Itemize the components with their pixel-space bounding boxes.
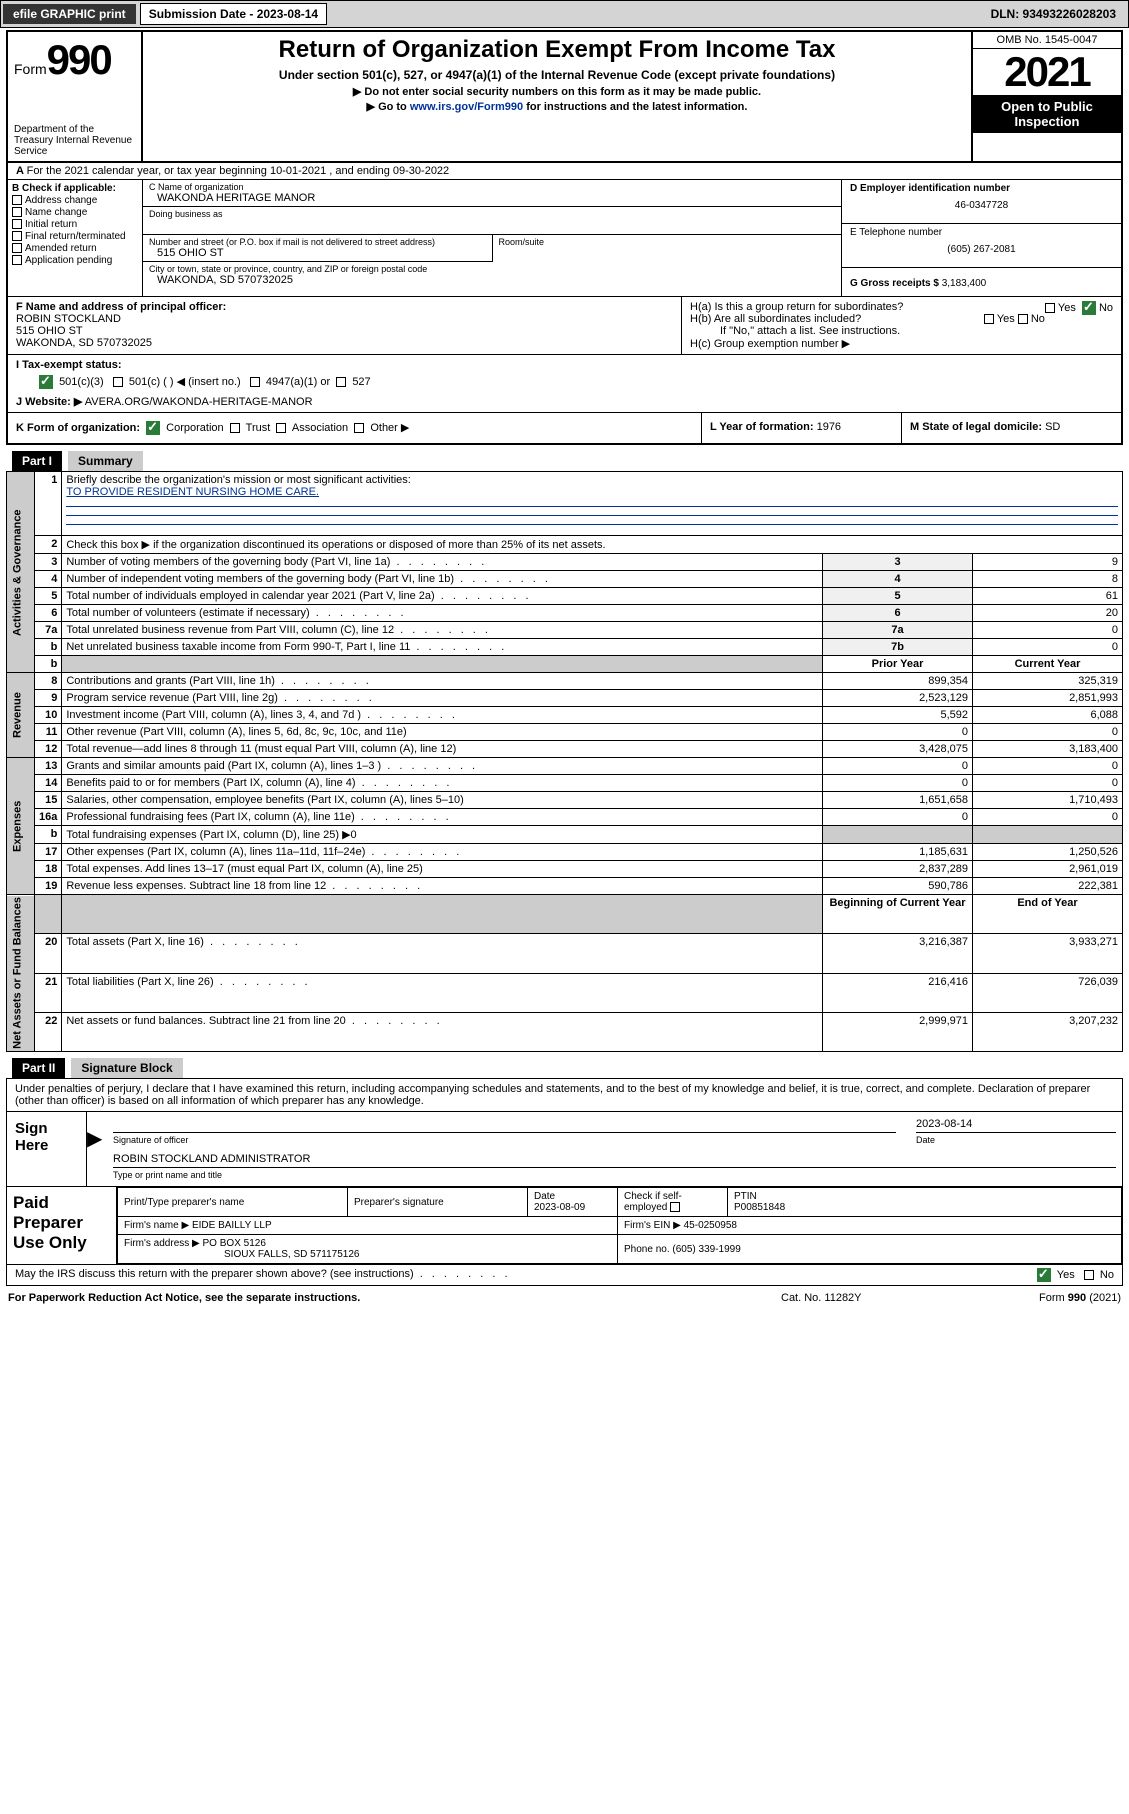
submission-date: Submission Date - 2023-08-14 <box>140 3 327 25</box>
side-governance: Activities & Governance <box>7 472 35 673</box>
state-domicile: SD <box>1045 421 1060 433</box>
h-a: H(a) Is this a group return for subordin… <box>690 301 1113 313</box>
mission: TO PROVIDE RESIDENT NURSING HOME CARE. <box>66 486 319 498</box>
open-inspection: Open to Public Inspection <box>973 95 1121 133</box>
col-b-checkboxes: B Check if applicable: Address change Na… <box>8 180 143 296</box>
part1-hdr: Part I <box>12 451 62 471</box>
side-revenue: Revenue <box>7 673 35 758</box>
org-name: WAKONDA HERITAGE MANOR <box>149 192 835 204</box>
chk-name[interactable]: Name change <box>12 207 138 218</box>
goto-note: ▶ Go to www.irs.gov/Form990 for instruct… <box>153 100 961 113</box>
ptin: P00851848 <box>734 1202 785 1213</box>
officer-name: ROBIN STOCKLAND <box>16 313 121 325</box>
signature-arrow-icon: ▶ <box>87 1126 102 1151</box>
officer-sig-name: ROBIN STOCKLAND ADMINISTRATOR <box>113 1153 1116 1165</box>
irs-link[interactable]: www.irs.gov/Form990 <box>410 101 523 113</box>
dept-label: Department of the Treasury Internal Reve… <box>14 124 135 157</box>
501c3-checked <box>39 375 53 389</box>
page-footer: For Paperwork Reduction Act Notice, see … <box>6 1288 1123 1308</box>
part1-title: Summary <box>68 451 143 471</box>
may-yes-checked <box>1037 1268 1051 1282</box>
col-d: D Employer identification number46-03477… <box>841 180 1121 296</box>
row-fh: F Name and address of principal officer:… <box>6 297 1123 355</box>
form-title: Return of Organization Exempt From Incom… <box>153 36 961 64</box>
ssn-note: ▶ Do not enter social security numbers o… <box>153 85 961 98</box>
year-formation: 1976 <box>817 421 841 433</box>
top-bar: efile GRAPHIC print Submission Date - 20… <box>0 0 1129 28</box>
chk-final[interactable]: Final return/terminated <box>12 231 138 242</box>
corp-checked <box>146 421 160 435</box>
col-c: C Name of organizationWAKONDA HERITAGE M… <box>143 180 841 296</box>
row-a: A For the 2021 calendar year, or tax yea… <box>6 163 1123 180</box>
chk-address[interactable]: Address change <box>12 195 138 206</box>
preparer-phone: (605) 339-1999 <box>672 1244 740 1255</box>
street-address: 515 OHIO ST <box>149 247 486 259</box>
efile-button[interactable]: efile GRAPHIC print <box>3 4 136 24</box>
summary-table: Activities & Governance 1 Briefly descri… <box>6 471 1123 1052</box>
row-klm: K Form of organization: Corporation Trus… <box>6 413 1123 445</box>
dln: DLN: 93493226028203 <box>991 7 1122 21</box>
form-header: Form990 Department of the Treasury Inter… <box>6 30 1123 163</box>
row-ij: I Tax-exempt status: 501(c)(3) 501(c) ( … <box>6 355 1123 413</box>
part2-hdr: Part II <box>12 1058 65 1078</box>
form-subtitle: Under section 501(c), 527, or 4947(a)(1)… <box>153 68 961 82</box>
side-expenses: Expenses <box>7 758 35 895</box>
side-netassets: Net Assets or Fund Balances <box>7 895 35 1052</box>
chk-initial[interactable]: Initial return <box>12 219 138 230</box>
section-bcd: B Check if applicable: Address change Na… <box>6 180 1123 297</box>
paid-preparer: Paid Preparer Use Only Print/Type prepar… <box>6 1187 1123 1265</box>
ha-no-checked <box>1082 301 1096 315</box>
city-state-zip: WAKONDA, SD 570732025 <box>149 274 835 286</box>
may-discuss-row: May the IRS discuss this return with the… <box>6 1265 1123 1286</box>
firm-ein: 45-0250958 <box>684 1220 737 1231</box>
omb-number: OMB No. 1545-0047 <box>973 32 1121 49</box>
declaration-text: Under penalties of perjury, I declare th… <box>7 1079 1122 1112</box>
gross-receipts: 3,183,400 <box>942 278 987 289</box>
website: AVERA.ORG/WAKONDA-HERITAGE-MANOR <box>85 396 313 408</box>
h-c: H(c) Group exemption number ▶ <box>690 337 1113 350</box>
firm-name: EIDE BAILLY LLP <box>192 1220 272 1231</box>
phone: (605) 267-2081 <box>850 244 1113 255</box>
chk-amended[interactable]: Amended return <box>12 243 138 254</box>
paid-preparer-label: Paid Preparer Use Only <box>7 1187 117 1264</box>
sign-here-label: Sign Here <box>7 1112 87 1186</box>
signature-block: Under penalties of perjury, I declare th… <box>6 1078 1123 1187</box>
ein: 46-0347728 <box>850 200 1113 211</box>
chk-pending[interactable]: Application pending <box>12 255 138 266</box>
tax-year: 2021 <box>973 49 1121 95</box>
part2-title: Signature Block <box>71 1058 182 1078</box>
form-id: Form990 <box>14 36 135 84</box>
